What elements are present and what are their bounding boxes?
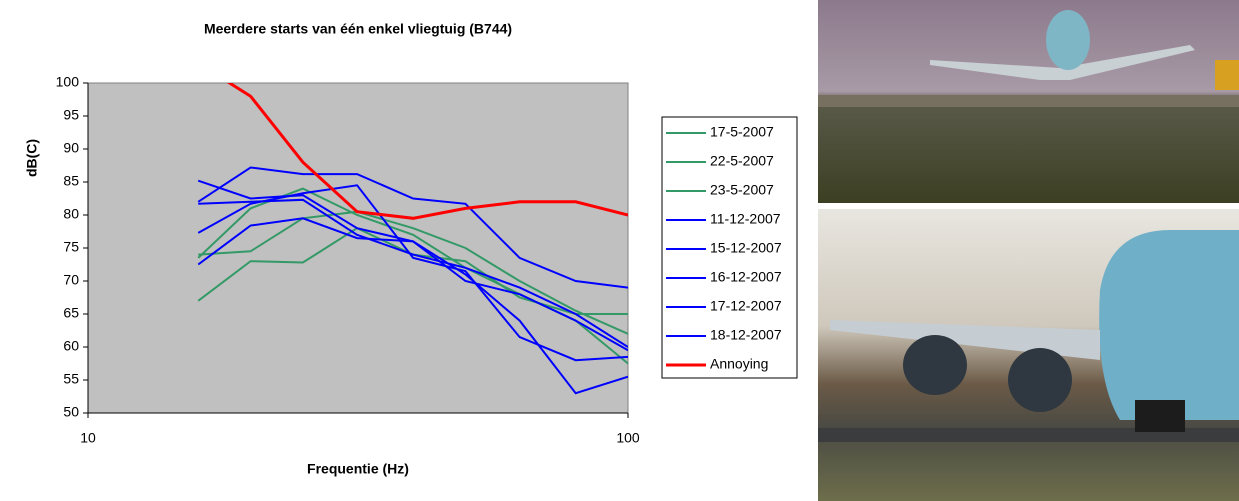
page: Meerdere starts van één enkel vliegtuig … <box>0 0 1239 501</box>
legend-label: 17-5-2007 <box>710 124 774 140</box>
x-tick-label: 10 <box>80 430 96 446</box>
legend-label: 16-12-2007 <box>710 269 782 285</box>
y-tick-label: 60 <box>63 338 79 354</box>
legend-label: Annoying <box>710 356 768 372</box>
y-tick-label: 80 <box>63 206 79 222</box>
legend-label: 23-5-2007 <box>710 182 774 198</box>
y-tick-label: 85 <box>63 173 79 189</box>
legend-label: 18-12-2007 <box>710 327 782 343</box>
photo-top <box>818 0 1239 203</box>
y-tick-label: 75 <box>63 239 79 255</box>
y-tick-label: 65 <box>63 305 79 321</box>
photo-bottom <box>818 209 1239 501</box>
legend-label: 11-12-2007 <box>710 211 781 227</box>
y-tick-label: 70 <box>63 272 79 288</box>
legend-label: 17-12-2007 <box>710 298 782 314</box>
y-tick-label: 50 <box>63 404 79 420</box>
y-axis-label: dB(C) <box>24 139 40 177</box>
plot-area <box>88 83 628 413</box>
y-tick-label: 100 <box>56 74 80 90</box>
y-tick-label: 95 <box>63 107 79 123</box>
legend-label: 22-5-2007 <box>710 153 774 169</box>
y-tick-label: 90 <box>63 140 79 156</box>
chart-title: Meerdere starts van één enkel vliegtuig … <box>204 21 512 37</box>
x-tick-label: 100 <box>616 430 640 446</box>
legend-label: 15-12-2007 <box>710 240 782 256</box>
x-axis-label: Frequentie (Hz) <box>307 461 409 477</box>
y-tick-label: 55 <box>63 371 79 387</box>
